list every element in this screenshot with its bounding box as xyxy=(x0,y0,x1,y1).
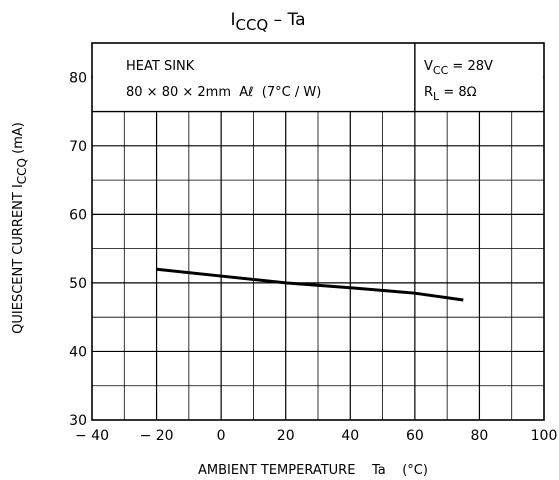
y-tick-label: 80 xyxy=(69,70,87,86)
rl-label-sub: L xyxy=(433,90,440,103)
heat-sink-spec: 80 × 80 × 2mm Aℓ (7°C / W) xyxy=(126,85,321,100)
y-tick-label: 60 xyxy=(69,207,87,223)
y-tick-labels: 30 40 50 60 70 80 xyxy=(69,70,87,429)
x-tick-label: − 40 xyxy=(75,428,109,444)
chart-title: ICCQ – Ta xyxy=(230,10,305,34)
x-tick-label: 20 xyxy=(277,428,295,444)
x-tick-label: 60 xyxy=(406,428,424,444)
x-tick-label: 80 xyxy=(471,428,489,444)
x-tick-label: 100 xyxy=(531,428,558,444)
chart-title-rest: – Ta xyxy=(268,10,305,30)
y-axis-label-rest: (mA) xyxy=(11,122,26,158)
y-tick-label: 50 xyxy=(69,276,87,292)
rl-label-main: R xyxy=(424,85,433,100)
series-layer xyxy=(156,267,464,302)
y-axis-label-main: QUIESCENT CURRENT I xyxy=(11,184,26,334)
y-axis-label: QUIESCENT CURRENT ICCQ (mA) xyxy=(11,122,29,334)
chart-title-main: I xyxy=(230,10,235,30)
y-tick-label: 30 xyxy=(69,413,87,429)
y-tick-label: 40 xyxy=(69,344,87,360)
x-tick-labels: − 40 − 20 0 20 40 60 80 100 xyxy=(75,428,557,444)
x-tick-label: − 20 xyxy=(140,428,174,444)
vcc-label-main: V xyxy=(424,59,433,74)
x-tick-label: 40 xyxy=(341,428,359,444)
heat-sink-label: HEAT SINK xyxy=(126,59,195,74)
annotation-box-background xyxy=(93,44,543,112)
rl-label-rest: = 8Ω xyxy=(439,85,476,100)
x-axis-label: AMBIENT TEMPERATURE Ta (°C) xyxy=(198,463,428,478)
x-tick-label: 0 xyxy=(217,428,226,444)
y-tick-label: 70 xyxy=(69,139,87,155)
vcc-label-sub: CC xyxy=(433,64,449,77)
rl-label: RL = 8Ω xyxy=(424,85,477,103)
vcc-label-rest: = 28V xyxy=(448,59,493,74)
annotation-box xyxy=(92,43,544,113)
y-axis-label-sub: CCQ xyxy=(15,158,29,184)
series-line xyxy=(156,267,464,302)
vcc-label: VCC = 28V xyxy=(424,59,493,77)
chart-title-sub: CCQ xyxy=(235,16,268,34)
